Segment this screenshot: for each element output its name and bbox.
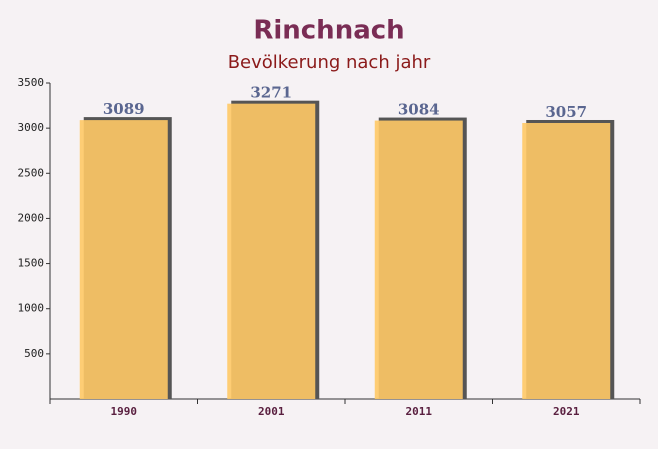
value-label: 3089 xyxy=(103,100,145,118)
bar xyxy=(374,120,463,399)
y-tick-label: 3500 xyxy=(18,76,45,89)
y-tick-label: 1500 xyxy=(18,257,45,270)
y-tick-label: 1000 xyxy=(18,302,45,315)
value-label: 3271 xyxy=(250,84,292,102)
value-label: 3057 xyxy=(545,103,587,121)
bar xyxy=(79,120,168,400)
y-tick-label: 2000 xyxy=(18,211,45,224)
x-tick-label: 2021 xyxy=(553,405,580,418)
chart-title: Rinchnach xyxy=(253,16,404,46)
y-tick-label: 500 xyxy=(24,347,44,360)
chart-subtitle: Bevölkerung nach jahr xyxy=(228,52,431,73)
x-tick-label: 2001 xyxy=(258,405,285,418)
bar xyxy=(522,122,611,399)
y-tick-label: 2500 xyxy=(18,166,45,179)
x-tick-label: 2011 xyxy=(406,405,433,418)
bar xyxy=(227,103,316,400)
value-label: 3084 xyxy=(398,101,440,119)
y-tick-label: 3000 xyxy=(18,121,45,134)
x-tick-label: 1990 xyxy=(111,405,138,418)
